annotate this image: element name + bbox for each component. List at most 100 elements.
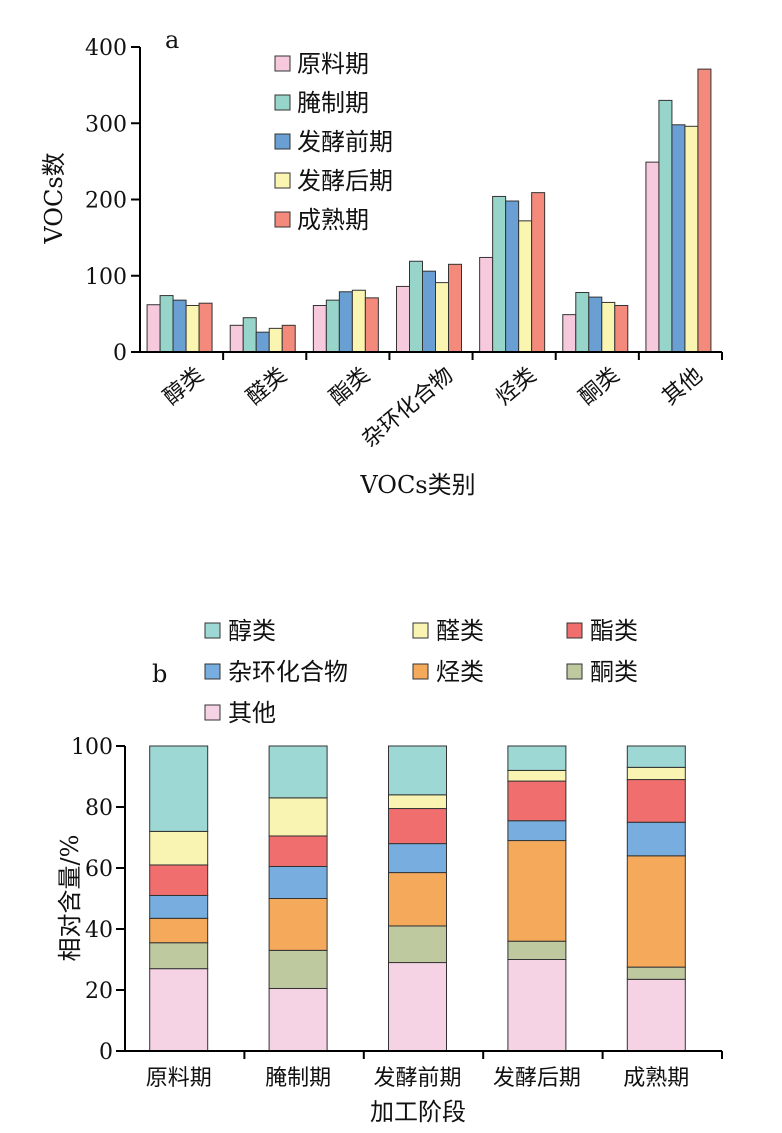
stack-segment	[268, 865, 328, 899]
bar	[614, 304, 629, 353]
bar	[562, 314, 577, 353]
bar	[684, 125, 699, 353]
stack-segment	[149, 864, 209, 896]
legend-swatch	[204, 622, 221, 639]
legend-swatch	[412, 663, 429, 680]
bar	[325, 299, 340, 353]
bar	[479, 256, 494, 353]
bar	[518, 220, 533, 353]
stack-segment	[388, 843, 447, 874]
stack-segment	[149, 894, 209, 919]
x-tick-label: 其他	[658, 363, 708, 410]
bar	[172, 299, 187, 353]
x-tick-label: 成熟期	[623, 1066, 689, 1091]
stack-segment	[388, 872, 447, 927]
chart-a-x-axis-label: VOCs类别	[359, 471, 475, 499]
chart-a-y-axis-label: VOCs数	[40, 152, 68, 244]
bar	[645, 161, 660, 353]
stack-segment	[507, 959, 567, 1052]
bar	[185, 304, 200, 353]
bar	[159, 295, 174, 353]
bar	[601, 301, 616, 353]
legend-label: 其他	[228, 699, 276, 727]
stack-segment	[626, 745, 686, 768]
bar	[198, 302, 213, 353]
x-tick-label: 烃类	[492, 363, 542, 410]
legend-label: 原料期	[297, 50, 369, 78]
chart-b-y-axis-label: 相对含量/%	[56, 835, 84, 962]
stack-segment	[149, 942, 209, 970]
legend-swatch	[204, 704, 221, 721]
x-tick-label: 发酵前期	[373, 1066, 461, 1091]
stack-segment	[388, 808, 447, 845]
bar	[281, 324, 296, 353]
x-tick-label: 醛类	[242, 363, 292, 410]
stack-segment	[149, 745, 209, 832]
bar	[588, 296, 603, 353]
stack-segment	[507, 820, 567, 842]
legend-swatch	[566, 663, 583, 680]
bar	[229, 324, 244, 353]
y-tick-label: 40	[85, 918, 113, 943]
x-tick-label: 酯类	[325, 363, 375, 410]
stack-segment	[268, 797, 328, 837]
bar	[492, 195, 507, 353]
legend-swatch	[274, 94, 291, 111]
legend-label: 成熟期	[297, 206, 369, 234]
legend-label: 酮类	[590, 658, 638, 686]
stack-segment	[626, 978, 686, 1052]
chart-b-bars	[149, 745, 686, 1052]
legend-swatch	[274, 211, 291, 228]
bar	[671, 124, 686, 353]
y-tick-label: 100	[71, 735, 113, 760]
stack-segment	[388, 925, 447, 964]
bar	[697, 68, 712, 353]
legend-swatch	[274, 55, 291, 72]
stack-segment	[507, 769, 567, 782]
legend-swatch	[274, 133, 291, 150]
y-tick-label: 100	[85, 265, 127, 290]
bar	[351, 289, 366, 353]
bar	[575, 292, 590, 353]
chart-a-bars	[146, 68, 712, 353]
y-tick-label: 80	[85, 796, 113, 821]
stack-segment	[388, 745, 447, 796]
bar	[242, 317, 257, 353]
stack-segment	[388, 794, 447, 810]
y-tick-label: 0	[113, 341, 127, 366]
legend-swatch	[204, 663, 221, 680]
legend-swatch	[566, 622, 583, 639]
bar	[531, 192, 546, 353]
stack-segment	[507, 940, 567, 961]
x-tick-label: 原料期	[146, 1066, 212, 1091]
legend-label: 醇类	[228, 617, 276, 645]
bar	[658, 99, 673, 353]
legend-swatch	[274, 172, 291, 189]
y-tick-label: 20	[85, 979, 113, 1004]
legend-label: 醛类	[436, 617, 484, 645]
x-tick-label: 醇类	[159, 363, 209, 410]
legend-label: 发酵前期	[297, 128, 393, 156]
stack-segment	[268, 835, 328, 867]
legend-label: 酯类	[590, 617, 638, 645]
y-tick-label: 200	[85, 189, 127, 214]
bar	[396, 285, 410, 353]
x-tick-label: 腌制期	[265, 1066, 331, 1091]
stack-segment	[149, 830, 209, 866]
y-tick-label: 60	[85, 857, 113, 882]
bar	[268, 327, 283, 353]
y-tick-label: 300	[85, 112, 127, 137]
legend-label: 烃类	[436, 658, 484, 686]
stack-segment	[268, 745, 328, 799]
stack-segment	[626, 779, 686, 823]
x-tick-label: 酮类	[575, 363, 625, 410]
panel-label-a: a	[165, 26, 179, 54]
bar	[338, 291, 353, 353]
stack-segment	[507, 745, 567, 771]
stack-segment	[507, 840, 567, 942]
